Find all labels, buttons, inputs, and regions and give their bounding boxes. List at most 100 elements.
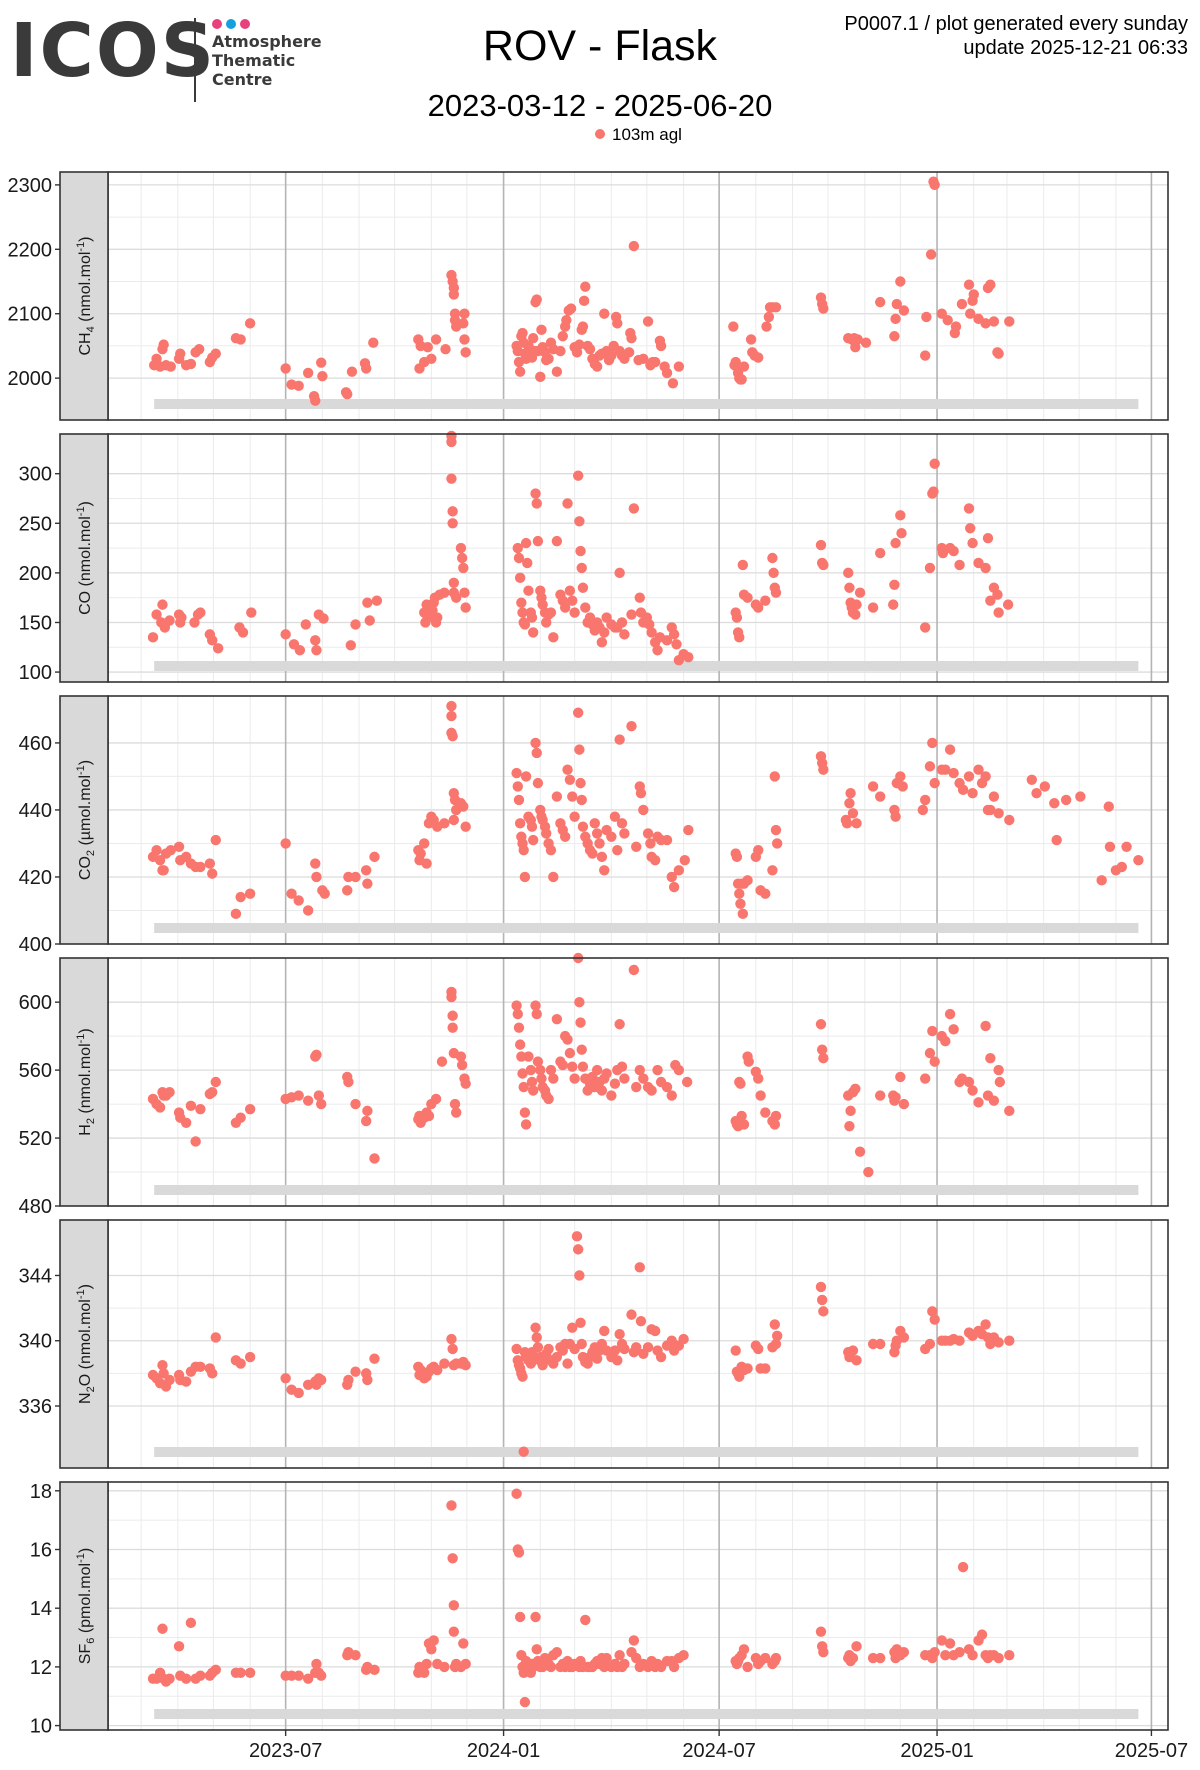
panel-label: CO2 (µmol.mol-1) bbox=[75, 760, 97, 880]
data-point bbox=[517, 607, 528, 618]
data-point bbox=[210, 348, 221, 359]
data-point bbox=[362, 1374, 373, 1386]
data-point bbox=[993, 607, 1004, 618]
data-point bbox=[967, 1649, 978, 1661]
data-point bbox=[738, 1119, 750, 1130]
data-point bbox=[596, 851, 608, 863]
data-point bbox=[157, 599, 168, 610]
availability-bar bbox=[154, 1447, 1139, 1457]
data-point bbox=[844, 582, 855, 593]
data-point bbox=[430, 1093, 442, 1105]
data-point bbox=[447, 1343, 458, 1355]
data-point bbox=[993, 1064, 1004, 1076]
data-point bbox=[635, 787, 647, 799]
data-point bbox=[681, 1076, 693, 1088]
data-point bbox=[368, 337, 379, 348]
data-point bbox=[609, 1345, 621, 1356]
data-point bbox=[612, 1355, 623, 1366]
data-point bbox=[634, 592, 645, 603]
data-point bbox=[446, 1500, 457, 1511]
data-point bbox=[980, 1319, 991, 1330]
data-point bbox=[286, 1670, 297, 1681]
data-point bbox=[350, 1366, 361, 1377]
data-point bbox=[439, 818, 450, 829]
data-point bbox=[730, 1345, 741, 1356]
data-point bbox=[551, 535, 563, 547]
data-point bbox=[760, 1652, 771, 1664]
data-point bbox=[423, 1110, 435, 1122]
data-point bbox=[847, 1652, 859, 1664]
data-point bbox=[519, 619, 531, 630]
data-point bbox=[460, 821, 471, 832]
data-point bbox=[666, 1090, 677, 1101]
data-point bbox=[770, 587, 782, 598]
data-point bbox=[532, 777, 544, 789]
data-point bbox=[635, 1315, 647, 1327]
data-point bbox=[927, 1306, 938, 1317]
data-point bbox=[993, 1337, 1004, 1348]
data-point bbox=[619, 629, 630, 640]
data-point bbox=[963, 503, 975, 514]
data-point bbox=[577, 321, 589, 332]
logo-subtitle: Atmosphere Thematic Centre bbox=[212, 32, 322, 89]
data-point bbox=[898, 305, 910, 316]
data-point bbox=[580, 281, 591, 292]
data-point bbox=[575, 1017, 586, 1028]
data-point bbox=[994, 1076, 1006, 1088]
data-point bbox=[514, 366, 526, 377]
data-point bbox=[655, 340, 667, 352]
data-point bbox=[924, 1047, 936, 1059]
x-tick-label: 2023-07 bbox=[249, 1740, 322, 1762]
data-point bbox=[854, 1146, 866, 1157]
availability-bar bbox=[154, 923, 1139, 933]
data-point bbox=[419, 838, 430, 849]
data-point bbox=[843, 567, 854, 579]
data-point bbox=[157, 1623, 168, 1634]
data-point bbox=[518, 844, 529, 856]
data-point bbox=[520, 537, 532, 549]
data-point bbox=[1075, 791, 1086, 802]
data-point bbox=[235, 1112, 246, 1123]
data-point bbox=[890, 1092, 901, 1103]
data-point bbox=[530, 737, 541, 749]
data-point bbox=[985, 1053, 996, 1064]
data-point bbox=[235, 1667, 246, 1678]
data-point bbox=[818, 559, 829, 571]
data-point bbox=[851, 599, 862, 610]
data-point bbox=[944, 1008, 956, 1020]
data-point bbox=[448, 289, 460, 300]
data-point bbox=[210, 1664, 221, 1676]
data-point bbox=[980, 1020, 991, 1032]
data-point bbox=[614, 567, 625, 579]
data-point bbox=[207, 1368, 218, 1379]
plot-meta: P0007.1 / plot generated every sunday up… bbox=[844, 12, 1188, 60]
data-point bbox=[638, 353, 649, 365]
data-point bbox=[847, 808, 859, 819]
data-point bbox=[920, 350, 931, 361]
data-point bbox=[551, 366, 563, 377]
data-point bbox=[815, 1626, 827, 1637]
data-point bbox=[770, 302, 782, 313]
data-point bbox=[531, 294, 542, 305]
data-point bbox=[875, 296, 886, 308]
data-point bbox=[446, 700, 457, 712]
data-point bbox=[815, 1019, 827, 1030]
data-point bbox=[246, 607, 257, 618]
data-point bbox=[649, 855, 661, 866]
data-point bbox=[612, 844, 623, 856]
data-point bbox=[973, 764, 984, 775]
y-tick-label: 14 bbox=[30, 1598, 52, 1620]
data-point bbox=[362, 597, 373, 608]
data-point bbox=[536, 324, 547, 336]
data-point bbox=[517, 1371, 528, 1382]
data-point bbox=[551, 1647, 563, 1658]
data-point bbox=[980, 318, 991, 329]
data-point bbox=[511, 1488, 522, 1499]
data-point bbox=[518, 1081, 529, 1093]
chart-title: ROV - Flask bbox=[482, 22, 718, 70]
data-point bbox=[572, 470, 584, 481]
data-point bbox=[315, 357, 327, 368]
data-point bbox=[512, 781, 523, 792]
data-point bbox=[369, 1153, 380, 1164]
data-point bbox=[737, 908, 749, 920]
